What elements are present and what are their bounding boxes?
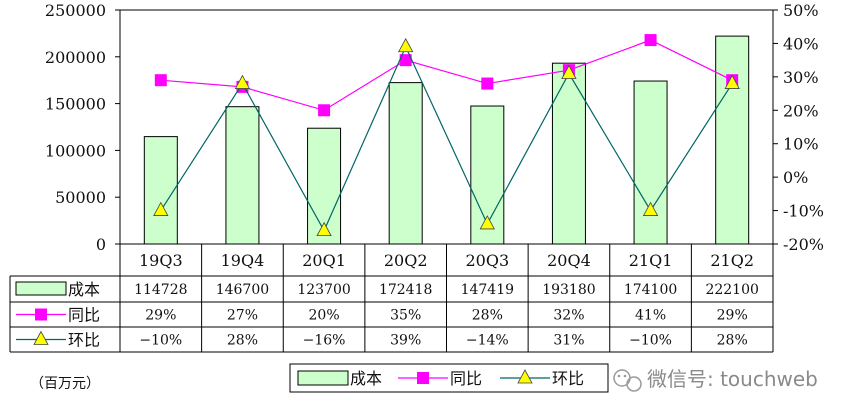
left-tick-label: 50000: [55, 188, 106, 207]
qoq-point-19Q4: [234, 74, 251, 89]
qoq-point-21Q2: [724, 74, 740, 89]
right-tick-label: 40%: [783, 34, 819, 53]
legend-label: 环比: [552, 369, 584, 388]
table-cell: 193180: [542, 282, 595, 298]
qoq-point-20Q1: [316, 221, 332, 237]
table-cell: 146700: [216, 282, 269, 298]
category-label: 19Q4: [221, 251, 265, 270]
legend-key-square: [417, 372, 429, 384]
ratio-lines: [153, 34, 740, 237]
row-label: 环比: [68, 331, 100, 350]
table-cell: 28%: [472, 308, 503, 324]
left-tick-label: 200000: [45, 48, 106, 67]
table-cell: −10%: [629, 333, 672, 349]
table-cell: 39%: [390, 333, 421, 349]
table-cell: 29%: [145, 308, 176, 324]
right-tick-label: -20%: [783, 235, 824, 254]
right-tick-label: 50%: [783, 1, 819, 20]
right-tick-label: 20%: [783, 101, 819, 120]
bar-19Q4: [225, 106, 260, 245]
qoq-point-19Q3: [153, 201, 169, 216]
right-tick-label: 10%: [783, 135, 819, 154]
yoy-point-19Q3: [154, 74, 167, 87]
category-label: 21Q1: [629, 251, 673, 270]
bar-19Q3: [143, 136, 178, 245]
qoq-point-20Q3: [479, 215, 495, 230]
category-label: 20Q3: [465, 251, 509, 270]
table-cell: 28%: [717, 333, 748, 349]
table-cell: 123700: [297, 282, 350, 298]
table-cell: 172418: [379, 282, 432, 298]
bar-20Q2: [388, 82, 423, 245]
legend-label: 同比: [450, 369, 482, 388]
table-cell: −16%: [303, 333, 346, 349]
watermark-text: 微信号: touchweb: [647, 367, 818, 391]
table-cell: 222100: [705, 282, 758, 298]
yoy-point-20Q2: [399, 54, 412, 67]
row-label: 同比: [68, 306, 100, 325]
table-cell: 174100: [624, 282, 677, 298]
table-cell: 114728: [134, 282, 187, 298]
row-key-marker: [33, 330, 49, 345]
table-cell: 28%: [227, 333, 258, 349]
row-key-marker: [35, 308, 47, 321]
table-cell: 147419: [461, 282, 514, 298]
data-table: 19Q3 19Q4 20Q1 20Q2 20Q3 20Q4 21Q1 21Q2 成本 114728…: [9, 243, 774, 353]
row-label: 成本: [68, 280, 100, 299]
legend: 成本 同比 环比: [289, 363, 609, 393]
bar-21Q1: [633, 80, 668, 245]
right-tick-label: 30%: [783, 68, 819, 87]
qoq-point-20Q2: [398, 37, 414, 53]
table-cell: 35%: [390, 308, 421, 324]
table-cell: −14%: [466, 333, 509, 349]
axes: 0 50000 100000 150000 200000 250000 -20% -10% 0%…: [45, 1, 824, 254]
unit-label: （百万元）: [30, 376, 100, 392]
plot-frame: [119, 9, 774, 245]
left-tick-label: 150000: [45, 95, 106, 114]
left-tick-label: 0: [96, 235, 106, 254]
line-qoq: [160, 45, 733, 232]
grid: [119, 9, 774, 245]
category-label: 20Q2: [384, 251, 428, 270]
legend-label: 成本: [350, 369, 382, 388]
legend-key-triangle: [517, 369, 533, 384]
table-cell: 27%: [227, 308, 258, 324]
table-cell: −10%: [139, 333, 182, 349]
left-tick-label: 250000: [45, 1, 106, 20]
category-label: 19Q3: [139, 251, 183, 270]
qoq-point-21Q1: [642, 201, 659, 216]
table-cell: 41%: [635, 308, 666, 324]
bar-20Q4: [551, 62, 586, 245]
table-cell: 20%: [309, 308, 340, 324]
right-tick-label: 0%: [783, 168, 808, 187]
left-tick-label: 100000: [45, 141, 106, 160]
table-cell: 31%: [553, 333, 584, 349]
category-label: 21Q2: [710, 251, 754, 270]
yoy-point-21Q1: [644, 34, 657, 47]
qoq-point-20Q4: [561, 64, 577, 79]
watermark: 微信号: touchweb: [613, 367, 818, 392]
cost-bars: [143, 35, 750, 245]
legend-key-bar: [297, 370, 349, 386]
line-yoy: [160, 39, 733, 111]
bar-21Q2: [715, 35, 750, 245]
table-cell: 29%: [717, 308, 748, 324]
row-key-bar: [15, 281, 67, 296]
category-label: 20Q4: [547, 251, 591, 270]
yoy-point-20Q1: [318, 104, 331, 117]
wechat-icon: [613, 369, 642, 392]
yoy-point-20Q3: [481, 77, 494, 90]
right-tick-label: -10%: [783, 202, 824, 221]
table-cell: 32%: [553, 308, 584, 324]
category-label: 20Q1: [302, 251, 346, 270]
